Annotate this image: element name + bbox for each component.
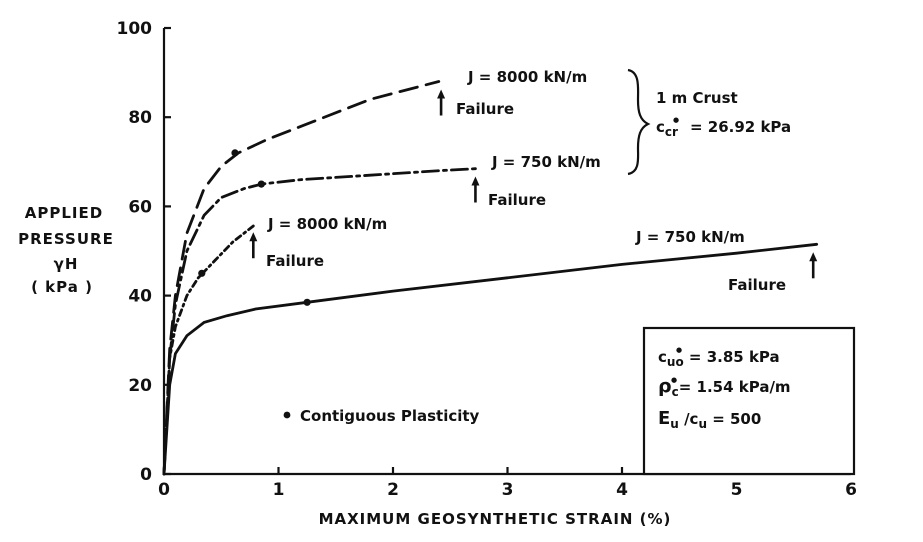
x-tick-label: 4 xyxy=(616,480,628,500)
param-cuo-sym: c xyxy=(658,348,667,366)
failure-arrow-head xyxy=(249,232,258,242)
y-tick-label: 0 xyxy=(140,465,152,485)
x-tick-label: 6 xyxy=(845,480,857,500)
series-label-4: J = 750 kN/m xyxy=(635,228,745,246)
param-rho-val: = 1.54 kPa/m xyxy=(679,378,791,396)
crust-sub: cr xyxy=(665,125,678,139)
parameter-box-frame xyxy=(642,326,856,476)
x-tick-label: 5 xyxy=(731,480,743,500)
parameter-box: cuo = 3.85 kPa ● ρc= 1.54 kPa/m ● Eu /cu… xyxy=(642,326,856,476)
series-line-4 xyxy=(162,242,819,476)
param-ratio: Eu /cu = 500 xyxy=(658,408,761,431)
param-rho: ρc= 1.54 kPa/m xyxy=(658,375,791,399)
param-cuo: cuo = 3.85 kPa xyxy=(658,348,780,369)
param-cuo-val: = 3.85 kPa xyxy=(684,348,780,366)
param-rho-sub: c xyxy=(672,385,679,399)
x-axis-label: MAXIMUM GEOSYNTHETIC STRAIN (%) xyxy=(319,510,672,528)
crust-sup: ● xyxy=(673,116,679,124)
failure-label-1: Failure xyxy=(456,100,514,118)
failure-label-4: Failure xyxy=(728,276,786,294)
y-label-line-3: γH xyxy=(54,255,79,273)
failure-arrow-head xyxy=(471,176,480,186)
series-label-2: J = 750 kN/m xyxy=(491,153,601,171)
legend-label: Contiguous Plasticity xyxy=(300,407,480,425)
failure-label-2: Failure xyxy=(488,191,546,209)
brace xyxy=(627,68,651,176)
y-tick-label: 60 xyxy=(128,197,152,217)
x-tick-label: 3 xyxy=(502,480,514,500)
crust-symbol: ccr xyxy=(656,118,678,139)
y-tick-label: 80 xyxy=(128,108,152,128)
param-ratio-sub1: u xyxy=(670,417,679,431)
crust-value: ccr ● = 26.92 kPa xyxy=(656,116,791,139)
legend: Contiguous Plasticity xyxy=(283,407,480,425)
series-line-3 xyxy=(162,222,257,476)
failure-arrows xyxy=(249,89,818,279)
failure-label-3: Failure xyxy=(266,252,324,270)
param-ratio-val: = 500 xyxy=(707,410,761,428)
crust-c: c xyxy=(656,118,665,136)
contiguous-plasticity-point xyxy=(231,149,239,157)
curves xyxy=(162,80,819,476)
failure-arrow-head xyxy=(809,252,818,262)
series-label-1: J = 8000 kN/m xyxy=(467,68,587,86)
param-ratio-e: E xyxy=(658,408,670,429)
y-tick-label: 100 xyxy=(117,19,153,39)
crust-label: 1 m Crust xyxy=(656,89,738,107)
contiguous-plasticity-point xyxy=(257,180,265,188)
y-tick-label: 20 xyxy=(128,376,152,396)
param-rho-sup: ● xyxy=(671,376,677,384)
failure-arrow-head xyxy=(437,89,446,99)
series-line-2 xyxy=(162,167,481,476)
contiguous-plasticity-point xyxy=(198,269,206,277)
y-tick-label: 40 xyxy=(128,287,152,307)
param-rho-sym: ρ xyxy=(658,375,672,397)
contiguous-plasticity-point xyxy=(303,298,311,306)
param-ratio-mid: /c xyxy=(679,410,699,428)
y-label-line-4: ( kPa ) xyxy=(31,278,93,296)
crust-number: = 26.92 kPa xyxy=(690,118,791,136)
x-tick-label: 1 xyxy=(273,480,285,500)
markers xyxy=(198,149,311,306)
y-label-line-2: PRESSURE xyxy=(18,230,114,248)
y-label-line-1: APPLIED xyxy=(25,204,103,222)
x-tick-label: 2 xyxy=(387,480,399,500)
param-cuo-sub: uo xyxy=(667,355,684,369)
series-label-3: J = 8000 kN/m xyxy=(267,215,387,233)
param-ratio-sub2: u xyxy=(698,417,707,431)
y-axis-label: APPLIED PRESSURE γH ( kPa ) xyxy=(18,204,114,296)
x-tick-label: 0 xyxy=(158,480,170,500)
param-cuo-sup: ● xyxy=(676,346,682,354)
legend-marker xyxy=(283,411,291,419)
